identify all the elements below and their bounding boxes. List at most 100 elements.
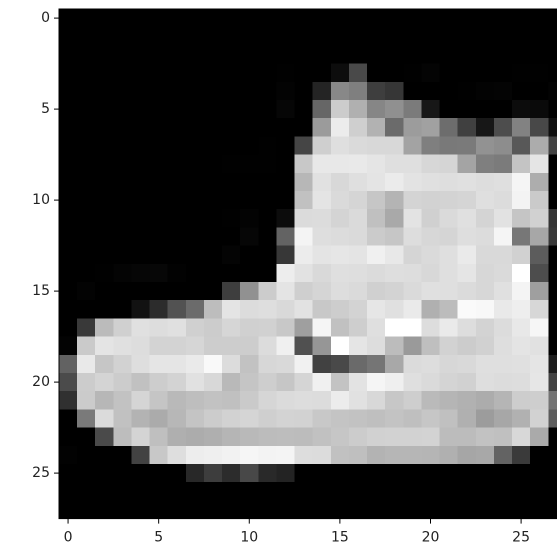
pixel: [276, 81, 296, 101]
pixel: [367, 245, 386, 265]
pixel: [312, 282, 332, 301]
pixel: [240, 9, 259, 28]
pixel: [203, 227, 223, 247]
pixel: [95, 318, 114, 338]
pixel: [77, 154, 96, 174]
pixel: [258, 409, 277, 429]
pixel: [403, 263, 422, 283]
pixel: [530, 9, 549, 28]
pixel: [294, 9, 314, 28]
pixel: [95, 9, 114, 28]
pixel: [530, 373, 549, 392]
pixel: [385, 227, 404, 247]
pixel: [149, 500, 169, 520]
pixel: [421, 318, 441, 338]
pixel: [312, 500, 332, 520]
pixel: [222, 63, 241, 83]
pixel: [294, 45, 314, 65]
pixel: [59, 500, 78, 520]
pixel: [167, 500, 187, 520]
pixel: [385, 373, 404, 392]
pixel: [203, 27, 223, 46]
pixel: [385, 118, 404, 137]
pixel: [439, 409, 459, 429]
pixel: [403, 391, 422, 410]
pixel: [512, 81, 531, 101]
pixel: [149, 172, 169, 192]
pixel: [312, 373, 332, 392]
pixel: [131, 427, 151, 447]
pixel: [149, 300, 169, 319]
pixel: [59, 263, 78, 283]
pixel: [512, 482, 531, 501]
pixel: [222, 100, 241, 119]
pixel: [59, 191, 78, 210]
pixel: [312, 136, 332, 156]
pixel: [77, 409, 96, 429]
pixel: [330, 9, 350, 28]
pixel: [439, 336, 459, 356]
pixel: [512, 136, 531, 156]
pixel: [240, 227, 259, 247]
pixel: [367, 27, 386, 46]
pixel: [59, 336, 78, 356]
pixel: [167, 118, 187, 137]
pixel: [258, 336, 277, 356]
pixel: [113, 27, 132, 46]
pixel: [439, 172, 459, 192]
pixel: [367, 409, 386, 429]
pixel: [530, 63, 549, 83]
pixel: [185, 245, 205, 265]
pixel: [258, 227, 277, 247]
pixel: [167, 63, 187, 83]
pixel: [530, 100, 549, 119]
pixel: [439, 136, 459, 156]
pixel: [240, 500, 259, 520]
pixel: [240, 136, 259, 156]
pixel: [203, 172, 223, 192]
pixel: [167, 154, 187, 174]
pixel: [131, 27, 151, 46]
pixel: [95, 300, 114, 319]
pixel: [330, 482, 350, 501]
pixel: [222, 318, 241, 338]
pixel: [240, 45, 259, 65]
pixel: [439, 391, 459, 410]
pixel: [548, 300, 557, 319]
pixel: [512, 354, 531, 374]
pixel: [548, 191, 557, 210]
pixel: [294, 118, 314, 137]
pixel: [403, 445, 422, 465]
pixel: [548, 373, 557, 392]
pixel: [439, 81, 459, 101]
pixel: [131, 391, 151, 410]
pixel: [185, 154, 205, 174]
pixel: [385, 464, 404, 483]
pixel: [77, 391, 96, 410]
pixel: [312, 245, 332, 265]
pixel: [512, 27, 531, 46]
pixel: [439, 9, 459, 28]
pixel: [457, 81, 477, 101]
pixel: [548, 63, 557, 83]
pixel: [530, 245, 549, 265]
pixel: [185, 300, 205, 319]
pixel: [548, 227, 557, 247]
pixel: [131, 81, 151, 101]
pixel: [457, 100, 477, 119]
pixel: [294, 172, 314, 192]
pixel: [77, 263, 96, 283]
pixel: [367, 9, 386, 28]
pixel: [312, 263, 332, 283]
pixel: [457, 263, 477, 283]
pixel: [240, 336, 259, 356]
pixel: [258, 282, 277, 301]
pixel: [222, 409, 241, 429]
pixel: [240, 209, 259, 228]
pixel: [59, 354, 78, 374]
pixel: [548, 100, 557, 119]
pixel: [149, 191, 169, 210]
pixel: [439, 45, 459, 65]
pixel: [131, 118, 151, 137]
